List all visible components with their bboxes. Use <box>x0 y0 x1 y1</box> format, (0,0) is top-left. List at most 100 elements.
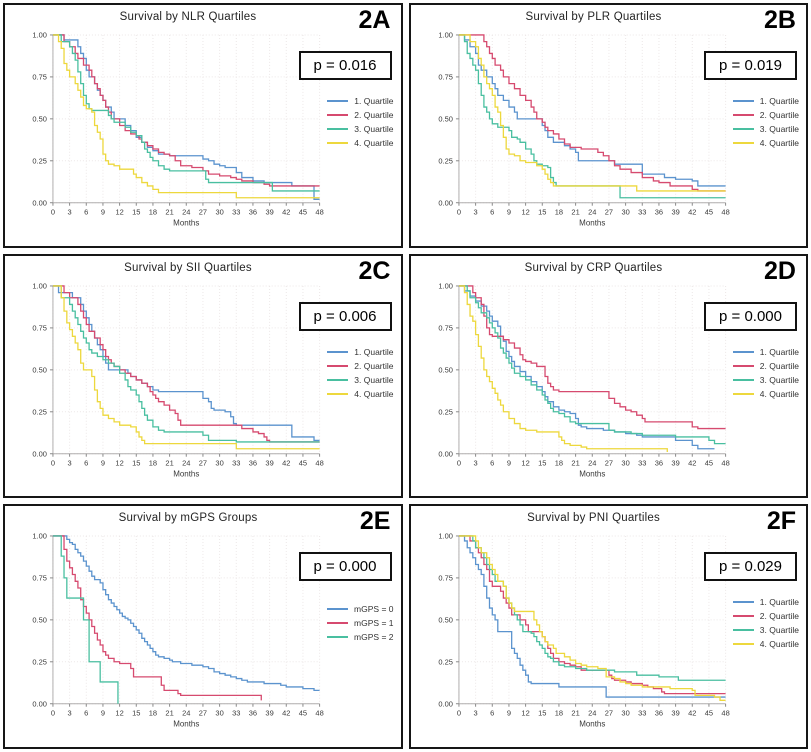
p-value-box: p = 0.000 <box>704 301 797 331</box>
legend-label: 4. Quartile <box>354 388 394 399</box>
svg-text:18: 18 <box>554 208 562 217</box>
panel-title: Survival by PLR Quartiles <box>525 11 662 23</box>
svg-text:48: 48 <box>315 208 323 217</box>
panel-title: Survival by SII Quartiles <box>124 261 252 274</box>
p-value-text: p = 0.000 <box>719 307 782 325</box>
panel-2F: 0 3 6 9 12 15 18 21 24 27 30 33 36 39 42 45 48 0.00 0.25 0.… <box>408 504 808 749</box>
svg-text:0.25: 0.25 <box>438 658 453 667</box>
panel-corner-label: 2B <box>764 6 796 34</box>
legend: 1. Quartile 2. Quartile 3. Quartile 4. Quar… <box>327 96 394 148</box>
legend-line-swatch <box>327 364 349 367</box>
legend: 1. Quartile 2. Quartile 3. Quartile 4. Quar… <box>732 96 799 148</box>
legend-row: 1. Quartile <box>327 96 394 106</box>
svg-text:6: 6 <box>490 208 494 217</box>
legend-line-swatch <box>327 636 349 639</box>
legend-label: 4. Quartile <box>759 138 799 148</box>
svg-text:1.00: 1.00 <box>32 31 47 40</box>
svg-text:12: 12 <box>521 458 529 467</box>
svg-text:0.25: 0.25 <box>32 658 47 667</box>
svg-text:24: 24 <box>588 208 596 217</box>
svg-text:9: 9 <box>506 458 510 467</box>
legend-row: 1. Quartile <box>732 347 799 357</box>
legend-label: 4. Quartile <box>759 639 799 650</box>
svg-text:9: 9 <box>506 709 510 718</box>
legend-label: 1. Quartile <box>354 346 394 357</box>
panel-title: Survival by mGPS Groups <box>118 512 258 525</box>
legend-line-swatch <box>327 350 349 353</box>
legend-label: 2. Quartile <box>354 360 394 371</box>
svg-text:30: 30 <box>621 709 629 718</box>
svg-text:0.75: 0.75 <box>32 574 47 583</box>
svg-text:0.75: 0.75 <box>32 323 47 332</box>
svg-text:1.00: 1.00 <box>32 532 47 541</box>
legend-row: 1. Quartile <box>732 597 799 607</box>
svg-text:9: 9 <box>101 208 105 217</box>
legend-row: 1. Quartile <box>732 96 799 106</box>
legend-row: 2. Quartile <box>327 360 394 371</box>
legend-line-swatch <box>327 622 349 625</box>
legend: 1. Quartile 2. Quartile 3. Quartile 4. Quar… <box>327 346 394 399</box>
svg-text:24: 24 <box>588 709 596 718</box>
svg-text:36: 36 <box>654 709 662 718</box>
legend-row: 2. Quartile <box>732 611 799 621</box>
panel-corner-label: 2E <box>359 507 391 536</box>
svg-text:36: 36 <box>249 709 257 718</box>
svg-text:30: 30 <box>621 458 629 467</box>
svg-text:27: 27 <box>199 709 207 718</box>
panel-2B: 0 3 6 9 12 15 18 21 24 27 30 33 36 39 42 45 48 0.00 0.25 0.… <box>408 3 808 248</box>
legend-row: 4. Quartile <box>327 388 394 399</box>
legend: mGPS = 0 mGPS = 1 mGPS = 2 <box>327 604 394 642</box>
svg-text:42: 42 <box>282 208 290 217</box>
svg-text:42: 42 <box>688 208 696 217</box>
p-value-box: p = 0.000 <box>298 552 392 582</box>
svg-text:18: 18 <box>554 458 562 467</box>
svg-text:1.00: 1.00 <box>438 31 453 40</box>
legend-line-swatch <box>327 142 349 144</box>
svg-text:48: 48 <box>721 458 729 467</box>
svg-text:18: 18 <box>149 709 157 718</box>
svg-text:45: 45 <box>704 709 712 718</box>
svg-text:0.50: 0.50 <box>438 616 453 625</box>
svg-text:0.25: 0.25 <box>438 407 453 416</box>
svg-text:42: 42 <box>688 458 696 467</box>
svg-text:36: 36 <box>249 458 257 467</box>
svg-text:0.75: 0.75 <box>32 72 47 81</box>
svg-text:42: 42 <box>688 709 696 718</box>
legend-line-swatch <box>732 615 754 618</box>
panel-2A: 0 3 6 9 12 15 18 21 24 27 30 33 36 39 42 45 48 0.00 0.25 0.… <box>3 3 403 248</box>
svg-text:30: 30 <box>215 208 223 217</box>
svg-text:21: 21 <box>165 208 173 217</box>
km-plot-2D: 0 3 6 9 12 15 18 21 24 27 30 33 36 39 42 45 480.000.250.… <box>438 281 729 478</box>
legend-line-swatch <box>732 378 754 381</box>
svg-text:45: 45 <box>704 458 712 467</box>
svg-text:45: 45 <box>299 458 307 467</box>
legend-row: 3. Quartile <box>732 625 799 635</box>
km-plot-2B: 0 3 6 9 12 15 18 21 24 27 30 33 36 39 42 45 480.000.250.… <box>438 31 729 228</box>
panel-title: Survival by CRP Quartiles <box>524 261 663 274</box>
legend: 1. Quartile 2. Quartile 3. Quartile 4. Quar… <box>732 597 799 650</box>
legend-label: 3. Quartile <box>759 124 799 134</box>
svg-text:39: 39 <box>265 208 273 217</box>
svg-text:0.25: 0.25 <box>438 156 453 165</box>
svg-text:3: 3 <box>68 208 72 217</box>
legend-row: 4. Quartile <box>732 389 799 399</box>
legend-row: mGPS = 1 <box>327 618 394 628</box>
svg-text:3: 3 <box>473 458 477 467</box>
legend-row: 1. Quartile <box>327 346 394 357</box>
legend-line-swatch <box>732 392 754 395</box>
legend-line-swatch <box>732 114 754 116</box>
legend-line-swatch <box>327 128 349 130</box>
svg-text:0.00: 0.00 <box>32 700 47 709</box>
legend-line-swatch <box>732 643 754 646</box>
svg-text:36: 36 <box>249 208 257 217</box>
svg-text:0.50: 0.50 <box>438 114 453 123</box>
svg-text:18: 18 <box>554 709 562 718</box>
legend-row: mGPS = 2 <box>327 632 394 642</box>
p-value-box: p = 0.019 <box>704 51 797 80</box>
svg-text:Months: Months <box>579 469 605 478</box>
svg-text:48: 48 <box>315 458 323 467</box>
legend-row: 3. Quartile <box>327 124 394 134</box>
svg-text:27: 27 <box>604 709 612 718</box>
svg-text:21: 21 <box>571 208 579 217</box>
legend-row: 2. Quartile <box>732 361 799 371</box>
